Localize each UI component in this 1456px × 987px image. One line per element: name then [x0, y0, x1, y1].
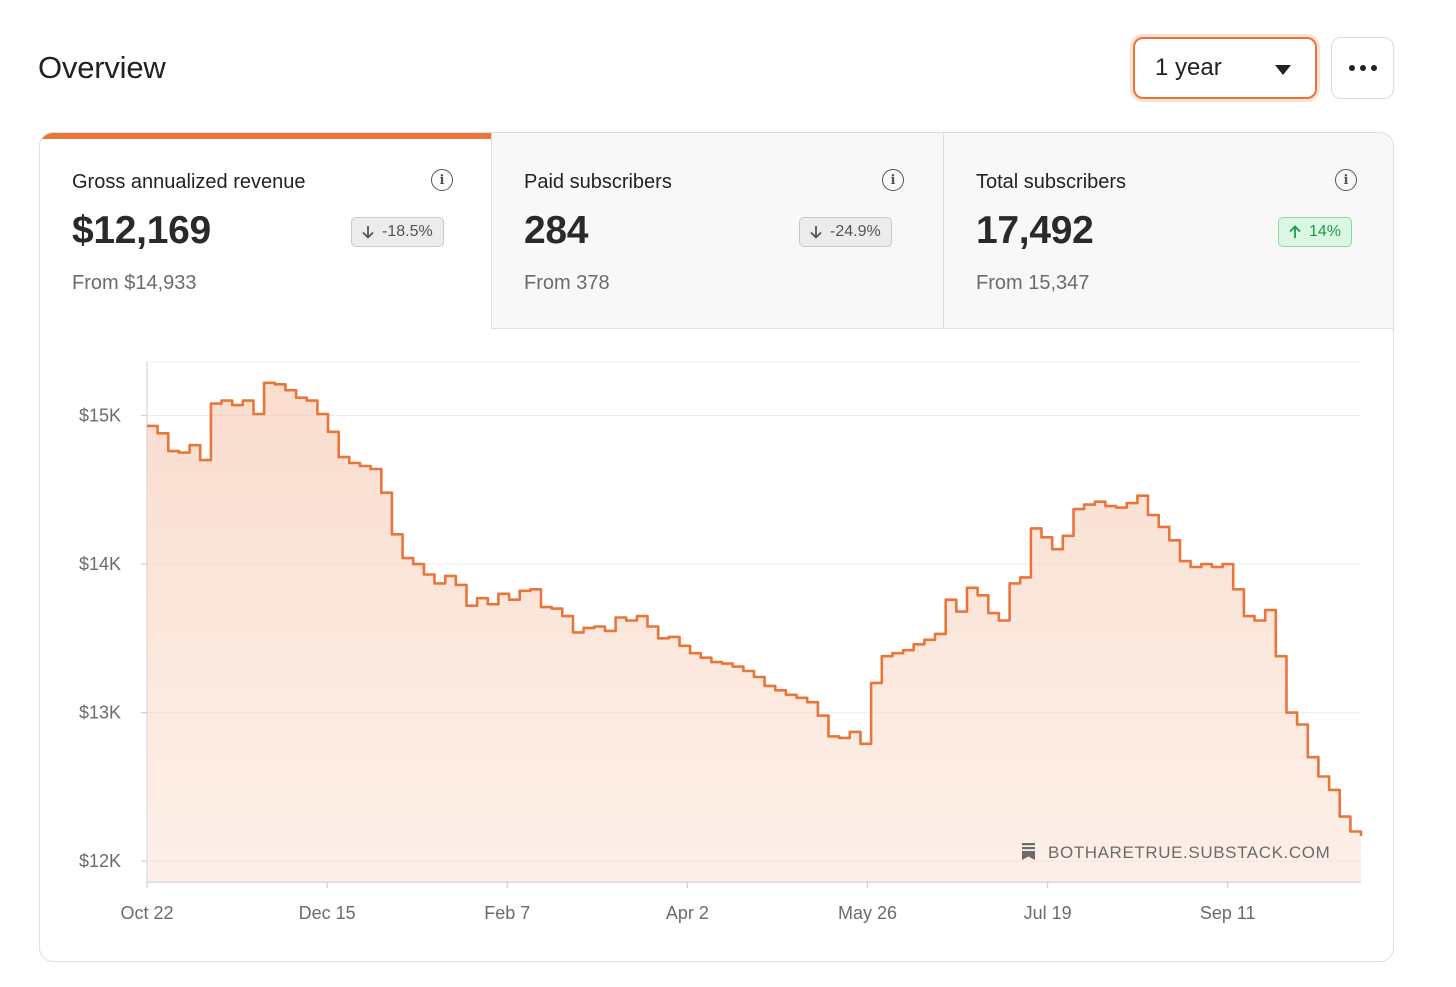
watermark-text: BOTHARETRUE.SUBSTACK.COM: [1048, 843, 1330, 862]
arrow-down-icon: [810, 226, 822, 239]
info-circle-icon[interactable]: i: [1335, 169, 1357, 191]
x-axis: Oct 22 Dec 15 Feb 7 Apr 2 May 26 Jul 19 Sep 11: [120, 882, 1256, 923]
metric-from: From 378: [524, 272, 610, 294]
metric-from: From $14,933: [72, 272, 197, 294]
metric-label: Paid subscribers: [524, 171, 672, 193]
change-badge: -24.9%: [799, 217, 892, 247]
change-badge: -18.5%: [351, 217, 444, 247]
y-tick-label: $14K: [79, 554, 121, 574]
metric-value: $12,169: [72, 209, 211, 252]
watermark: BOTHARETRUE.SUBSTACK.COM: [1022, 843, 1330, 862]
substack-logo-icon: [1022, 843, 1035, 860]
metric-label: Total subscribers: [976, 171, 1127, 193]
y-axis: $12K $13K $14K $15K: [79, 405, 147, 871]
change-value: -18.5%: [382, 223, 433, 240]
x-tick-label: Dec 15: [299, 903, 356, 923]
y-tick-label: $13K: [79, 703, 121, 723]
time-range-select[interactable]: 1 year: [1133, 37, 1317, 99]
arrow-up-icon: [1289, 225, 1301, 238]
ellipsis-icon: [1348, 65, 1355, 71]
metric-tabs: Gross annualized revenue i $12,169 -18.5…: [40, 133, 1393, 330]
metric-label: Gross annualized revenue: [72, 171, 306, 193]
metric-tab-paid-subscribers[interactable]: Paid subscribers i 284 -24.9% From 378: [491, 133, 943, 329]
metric-value: 17,492: [976, 209, 1094, 252]
x-tick-label: May 26: [838, 903, 897, 923]
time-range-value: 1 year: [1155, 54, 1222, 81]
change-value: -24.9%: [830, 223, 881, 240]
more-options-button[interactable]: [1331, 37, 1394, 99]
x-tick-label: Apr 2: [666, 903, 709, 923]
revenue-line: [147, 381, 1363, 836]
info-circle-icon[interactable]: i: [882, 169, 904, 191]
x-tick-label: Sep 11: [1200, 903, 1256, 923]
y-tick-label: $15K: [79, 405, 121, 425]
metric-tab-total-subscribers[interactable]: Total subscribers i 17,492 14% From 15,3…: [943, 133, 1393, 329]
metric-value: 284: [524, 209, 589, 252]
metric-from: From 15,347: [976, 272, 1090, 294]
arrow-down-icon: [362, 226, 374, 239]
y-tick-label: $12K: [79, 851, 121, 871]
x-tick-label: Oct 22: [120, 903, 173, 923]
revenue-area: [147, 382, 1361, 882]
page-title: Overview: [38, 50, 166, 85]
change-value: 14%: [1309, 223, 1342, 240]
x-tick-label: Feb 7: [484, 903, 530, 923]
info-circle-icon[interactable]: i: [431, 169, 453, 191]
change-badge: 14%: [1278, 217, 1353, 247]
x-tick-label: Jul 19: [1024, 903, 1072, 923]
metric-tab-revenue[interactable]: Gross annualized revenue i $12,169 -18.5…: [40, 133, 491, 329]
caret-down-icon: [1275, 65, 1291, 75]
